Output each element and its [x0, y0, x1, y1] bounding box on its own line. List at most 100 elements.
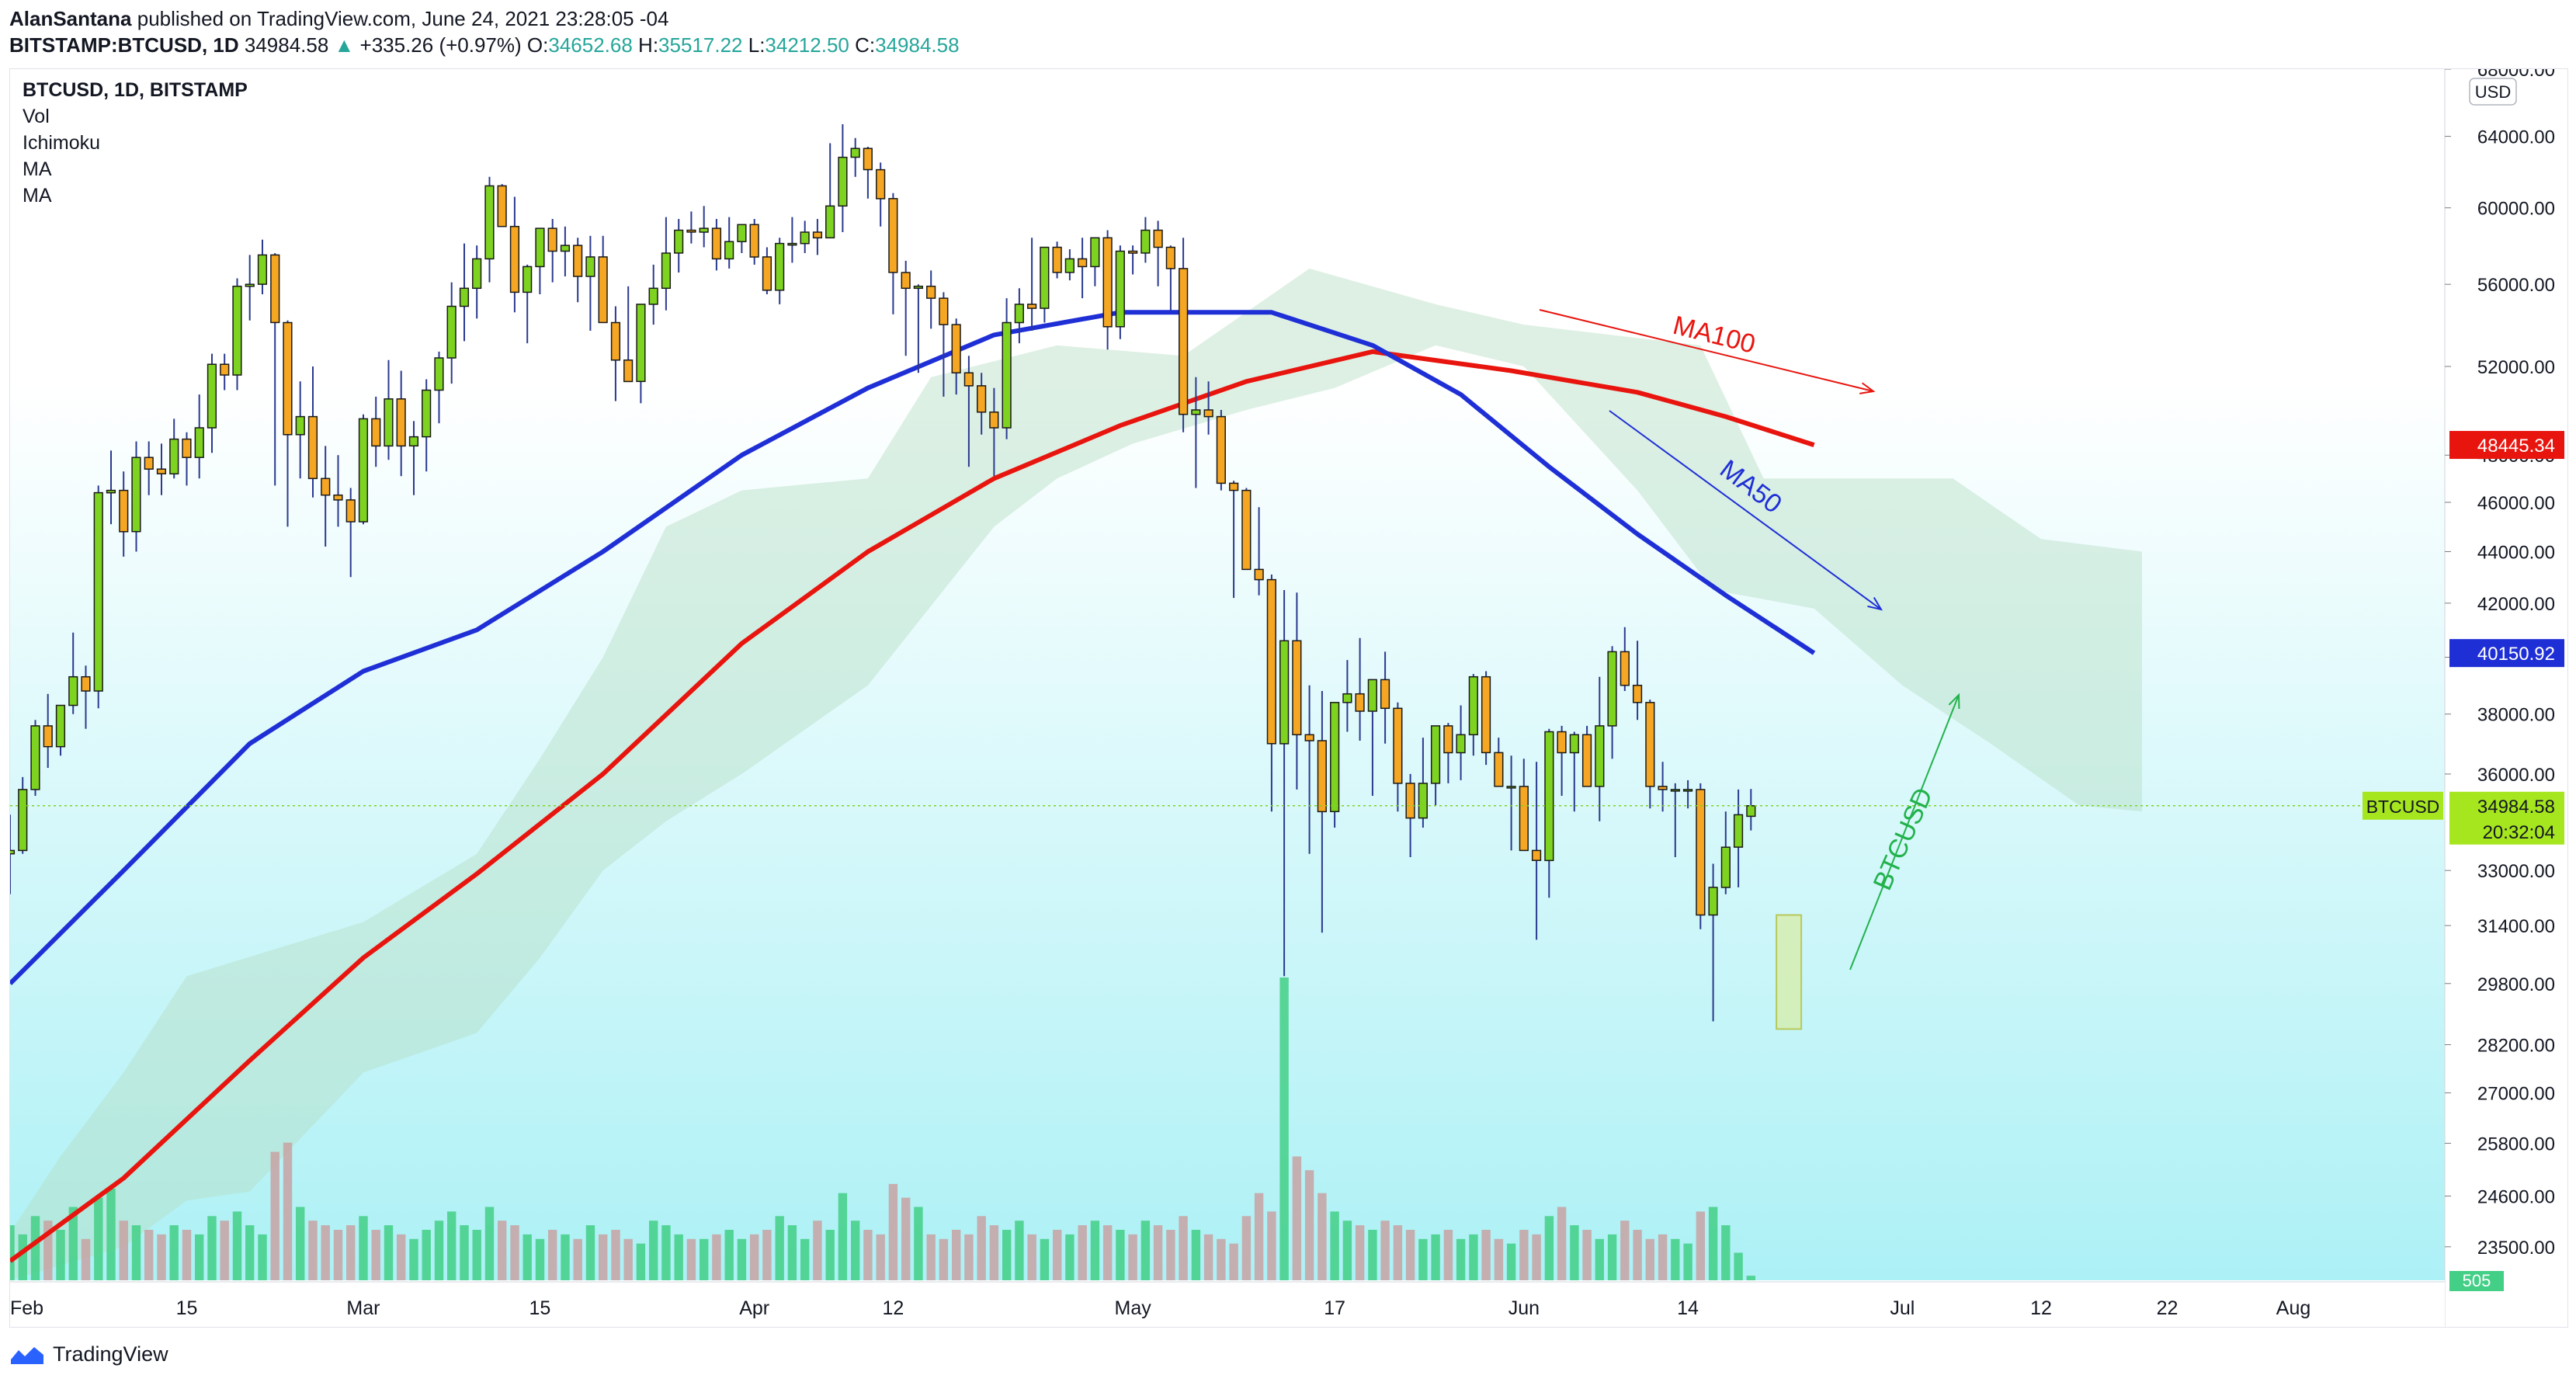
volume-bar	[1696, 1211, 1705, 1280]
candle-body	[1557, 731, 1567, 754]
time-tick-label: Jul	[1890, 1297, 1915, 1319]
price-tick-label: 23500.00	[2477, 1238, 2555, 1259]
candle-body	[585, 256, 595, 277]
candle-body	[1393, 707, 1403, 784]
price-chart[interactable]: MA100MA50BTCUSD68000.0064000.0060000.005…	[10, 69, 2567, 1327]
candle-body	[926, 285, 936, 299]
author-name[interactable]: AlanSantana	[9, 7, 132, 30]
close-value: 34984.58	[875, 33, 960, 57]
volume-bar	[1570, 1225, 1579, 1280]
volume-bar	[1734, 1252, 1743, 1280]
publish-line: AlanSantana published on TradingView.com…	[9, 3, 668, 34]
volume-bar	[561, 1234, 570, 1280]
candle-body	[1481, 675, 1491, 754]
price-tick-label: 36000.00	[2477, 765, 2555, 786]
candle-body	[207, 363, 217, 429]
volume-bar	[1229, 1243, 1238, 1280]
candle-body	[699, 227, 709, 233]
volume-bar	[270, 1151, 279, 1280]
candle-body	[345, 499, 356, 523]
candle-body	[749, 224, 759, 258]
last-price: 34984.58	[244, 33, 329, 57]
legend-item-ichimoku[interactable]: Ichimoku	[23, 132, 101, 154]
volume-bar	[1128, 1234, 1137, 1280]
price-tick-label: 52000.00	[2477, 357, 2555, 378]
volume-bar	[1544, 1216, 1554, 1280]
volume-bar	[144, 1230, 154, 1280]
volume-bar	[182, 1230, 192, 1280]
volume-bar	[1040, 1238, 1050, 1280]
candle-body	[775, 242, 785, 291]
time-axis	[10, 1280, 2445, 1327]
candle-body	[371, 418, 381, 447]
volume-bar	[674, 1234, 683, 1280]
volume-bar	[1671, 1238, 1680, 1280]
volume-bar	[447, 1211, 457, 1280]
candle-body	[1720, 846, 1731, 888]
volume-bar	[1658, 1234, 1668, 1280]
volume-bar	[737, 1238, 747, 1280]
candle-body	[989, 411, 999, 429]
volume-bar	[611, 1230, 620, 1280]
time-tick-label: May	[1115, 1297, 1152, 1319]
volume-bar	[1318, 1193, 1327, 1280]
candle-body	[1140, 229, 1151, 254]
high-label: H:	[638, 33, 659, 57]
legend-item-volume[interactable]: Vol	[23, 106, 50, 127]
candle-body	[1682, 789, 1693, 792]
candle-body	[1002, 321, 1012, 429]
candle-body	[800, 231, 810, 245]
ma50-price-badge-text: 40150.92	[2477, 644, 2555, 665]
candle-body	[1620, 651, 1630, 686]
volume-bar	[1393, 1225, 1403, 1280]
candle-body	[1506, 786, 1516, 789]
time-tick-label: Mar	[346, 1297, 380, 1319]
highlight-box	[1776, 914, 1803, 1030]
candle-body	[333, 494, 343, 501]
legend-title[interactable]: BTCUSD, 1D, BITSTAMP	[23, 79, 248, 101]
ma100-line	[10, 349, 1815, 1263]
candle-body	[194, 427, 204, 458]
candle-body	[182, 438, 192, 458]
candle-body	[1632, 684, 1643, 703]
volume-bar	[1506, 1243, 1516, 1280]
candle-body	[509, 225, 520, 293]
btcusd-arrow	[1849, 694, 1960, 971]
candle-body	[1418, 783, 1428, 819]
volume-bar	[1494, 1238, 1504, 1280]
price-tick-label: 42000.00	[2477, 594, 2555, 615]
volume-bar	[1405, 1230, 1415, 1280]
candle-body	[623, 359, 634, 383]
volume-bar	[1456, 1238, 1466, 1280]
volume-bar	[169, 1225, 179, 1280]
candle-body	[812, 231, 823, 239]
volume-bar	[750, 1234, 759, 1280]
legend-item-ma[interactable]: MA	[23, 158, 52, 180]
legend-item-ma-2[interactable]: MA	[23, 185, 52, 207]
candle-body	[1468, 675, 1478, 736]
candle-body	[1153, 229, 1163, 248]
volume-bar	[1582, 1230, 1592, 1280]
price-tick-label: 44000.00	[2477, 542, 2555, 563]
countdown-text: 20:32:04	[2483, 822, 2555, 843]
volume-bar	[498, 1221, 507, 1280]
candle-body	[1607, 651, 1617, 727]
candle-body	[1544, 731, 1554, 862]
candle-body	[257, 254, 268, 285]
candle-body	[1658, 786, 1668, 790]
candle-body	[232, 285, 242, 376]
candle-body	[1266, 578, 1276, 745]
candle-body	[888, 198, 898, 273]
candle-body	[939, 297, 949, 325]
candle-body	[951, 324, 961, 373]
volume-bar	[1217, 1238, 1226, 1280]
chart-background	[10, 69, 2445, 1327]
candle-body	[1708, 887, 1718, 916]
volume-bar	[1304, 1170, 1314, 1280]
chart-frame[interactable]: MA100 MA50 BTCUSD 68000.00 64000.00 60000.00 5…	[9, 68, 2568, 1328]
candle-body	[43, 725, 53, 748]
candle-body	[686, 229, 696, 233]
candle-body	[283, 321, 293, 436]
tradingview-footer[interactable]: TradingView	[9, 1337, 168, 1371]
candle-body	[1569, 734, 1579, 754]
